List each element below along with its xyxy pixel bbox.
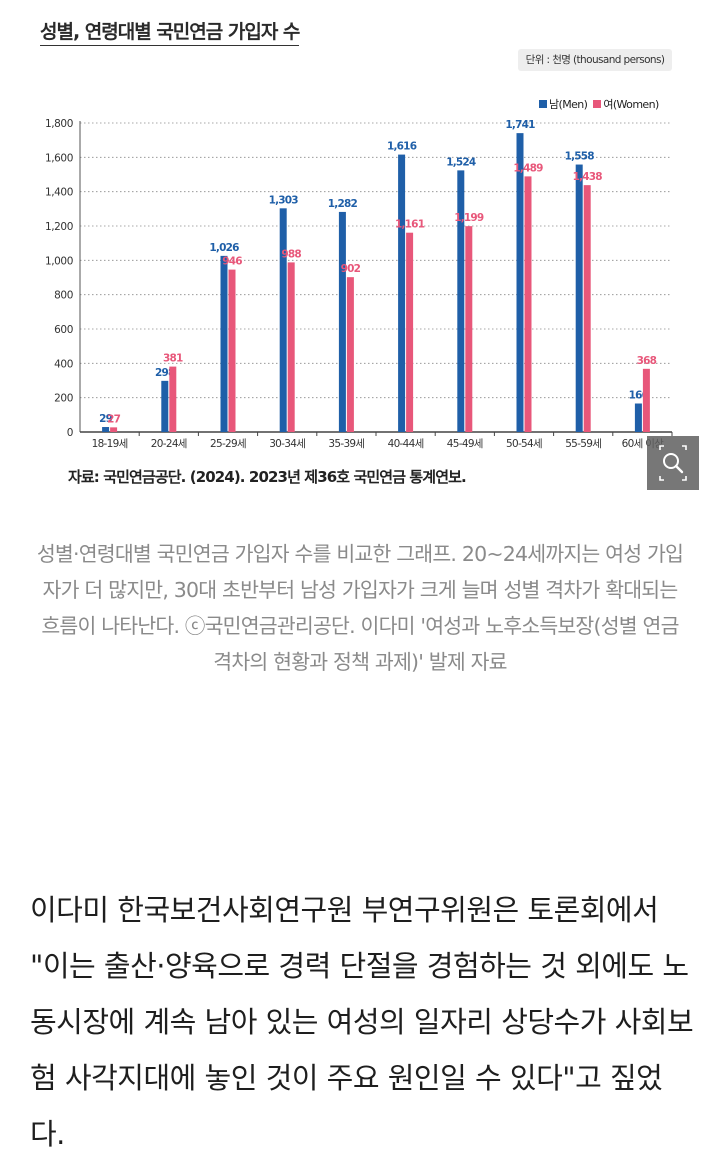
bar-men: [102, 427, 110, 432]
data-label: 1,558: [565, 151, 595, 163]
x-tick-label: 20-24세: [151, 438, 187, 450]
bar-women: [642, 368, 650, 432]
data-label: 1,489: [513, 162, 543, 174]
x-tick-label: 30-34세: [269, 438, 305, 450]
bar-men: [338, 211, 346, 432]
bar-men: [220, 255, 228, 432]
bar-women: [110, 427, 118, 432]
bar-women: [169, 366, 177, 432]
unit-label: 단위 : 천명 (thousand persons): [518, 49, 672, 71]
y-tick-label: 1,600: [45, 152, 73, 164]
legend-swatch-women: [593, 100, 602, 108]
y-tick-label: 1,400: [45, 187, 73, 199]
chart-legend: 남(Men) 여(Women): [539, 96, 659, 112]
data-label: 1,524: [446, 156, 476, 168]
article-paragraph: 이다미 한국보건사회연구원 부연구위원은 토론회에서 "이는 출산·양육으로 경…: [30, 893, 694, 1151]
bar-women: [406, 232, 414, 432]
figure-caption: 성별·연령대별 국민연금 가입자 수를 비교한 그래프. 20~24세까지는 여…: [36, 542, 684, 674]
x-tick-label: 55-59세: [565, 438, 601, 450]
bar-men: [575, 164, 583, 432]
bar-men: [457, 170, 465, 432]
data-label: 368: [637, 355, 657, 367]
data-label: 27: [107, 413, 121, 425]
legend-label-men: 남(Men): [549, 98, 588, 111]
magnifier-icon: [659, 445, 687, 481]
bar-women: [583, 185, 591, 432]
data-label: 1,282: [328, 198, 358, 210]
bar-women: [346, 277, 354, 432]
bar-men: [634, 403, 642, 432]
data-label: 1,438: [573, 171, 603, 183]
data-label: 1,303: [269, 194, 299, 206]
chart-source: 자료: 국민연금공단. (2024). 2023년 제36호 국민연금 통계연보…: [68, 468, 467, 486]
data-label: 988: [281, 248, 301, 260]
data-label: 29: [99, 413, 113, 425]
x-tick-label: 25-29세: [210, 438, 246, 450]
data-label: 1,026: [209, 242, 239, 254]
y-tick-label: 200: [54, 393, 73, 405]
data-label: 946: [222, 256, 242, 268]
x-tick-label: 50-54세: [506, 438, 542, 450]
data-label: 381: [163, 353, 183, 365]
chart-figure: 성별, 연령대별 국민연금 가입자 수 단위 : 천명 (thousand pe…: [0, 0, 720, 505]
data-label: 1,741: [505, 119, 535, 131]
bar-men: [161, 380, 169, 432]
bar-women: [465, 226, 473, 432]
legend-label-women: 여(Women): [603, 98, 659, 111]
x-tick-label: 18-19세: [92, 438, 128, 450]
chart-title: 성별, 연령대별 국민연금 가입자 수: [40, 20, 300, 46]
y-tick-label: 0: [67, 427, 73, 439]
zoom-button[interactable]: [647, 436, 699, 490]
bar-chart: 0 200 400 600 800 1,000 1,200 1,400 1,600 1,800 18…: [45, 118, 673, 450]
bar-men: [398, 154, 406, 432]
data-label: 1,199: [454, 212, 484, 224]
legend-swatch-men: [539, 100, 547, 108]
bar-women: [228, 269, 236, 432]
bar-men: [279, 208, 287, 432]
bar-women: [524, 176, 532, 432]
x-tick-label: 35-39세: [328, 438, 364, 450]
y-tick-label: 1,200: [45, 221, 73, 233]
y-tick-label: 1,000: [45, 255, 73, 267]
y-tick-label: 800: [54, 290, 73, 302]
data-label: 1,161: [395, 219, 425, 231]
y-tick-label: 1,800: [45, 118, 73, 130]
y-tick-label: 400: [54, 358, 73, 370]
bar-men: [516, 133, 524, 432]
x-tick-label: 40-44세: [388, 438, 424, 450]
y-tick-label: 600: [54, 324, 73, 336]
x-tick-label: 45-49세: [447, 438, 483, 450]
data-label: 1,616: [387, 141, 417, 153]
data-label: 902: [341, 263, 361, 275]
bar-women: [287, 262, 295, 432]
